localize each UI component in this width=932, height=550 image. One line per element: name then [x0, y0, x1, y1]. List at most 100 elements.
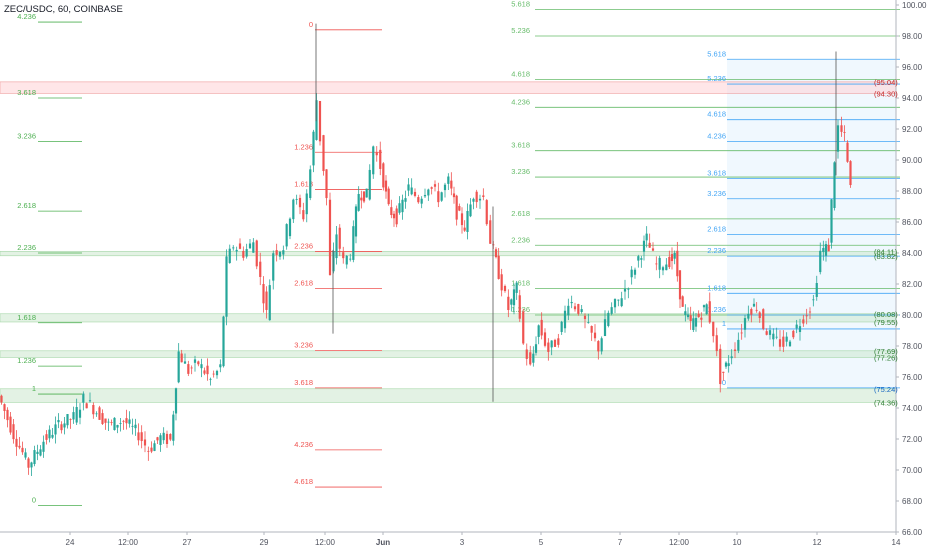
candle-body: [673, 252, 676, 259]
candle-body: [305, 193, 308, 215]
candle-body: [169, 434, 172, 440]
fib-level-label: 3.618: [707, 169, 726, 178]
candle-body: [255, 240, 258, 267]
candle-body: [375, 152, 378, 156]
candle-body: [719, 348, 722, 385]
candle-body: [472, 198, 475, 202]
candle-body: [580, 309, 583, 312]
fib-projection-area: [727, 59, 896, 388]
fib-level-label: 2.236: [511, 235, 530, 244]
candle-body: [665, 264, 668, 271]
candle-body: [737, 339, 740, 351]
candle-body: [692, 318, 695, 331]
candle-body: [694, 317, 698, 327]
candle-body: [190, 367, 193, 369]
fib-level-label: 0: [32, 496, 36, 505]
candle-body: [460, 213, 464, 226]
fib-level-label: 5.618: [707, 49, 726, 58]
candle-body: [197, 361, 200, 365]
candle-body: [85, 403, 88, 409]
candle-body: [603, 319, 607, 336]
candle-body: [668, 256, 671, 268]
candle-body: [537, 325, 540, 337]
candle-body: [525, 349, 528, 359]
candle-body: [433, 184, 437, 187]
candle-body: [147, 450, 150, 452]
candle-body: [427, 189, 430, 196]
candle-body: [66, 414, 69, 426]
candle-body: [655, 263, 658, 265]
candle-body: [42, 441, 45, 452]
candle-body: [372, 146, 375, 175]
candle-body: [577, 304, 580, 314]
candle-body: [600, 338, 603, 352]
candle-body: [335, 234, 338, 259]
fib-level-label: 5.236: [707, 74, 726, 83]
candle-body: [640, 258, 643, 260]
candle-body: [365, 188, 368, 198]
candle-body: [846, 142, 849, 162]
candle-body: [637, 256, 640, 261]
candle-body: [557, 338, 560, 345]
price-tag-label: (95.04): [874, 78, 898, 87]
support-zone: [0, 81, 897, 94]
fib-level-label: 1.236: [17, 356, 36, 365]
candle-body: [242, 250, 245, 258]
fib-level-label: 4.236: [17, 12, 36, 21]
candle-body: [9, 416, 12, 433]
time-tick-label: 10: [733, 538, 742, 547]
fib-level-label: 4.236: [707, 131, 726, 140]
candle-body: [150, 447, 153, 452]
candle-body: [345, 255, 348, 265]
candle-body: [309, 169, 312, 199]
candle-body: [775, 336, 778, 338]
candle-body: [681, 296, 684, 307]
candle-body: [522, 311, 525, 344]
candle-body: [404, 198, 407, 202]
candle-body: [315, 100, 318, 140]
candle-body: [824, 244, 828, 256]
candle-body: [534, 344, 538, 353]
candle-body: [593, 332, 597, 339]
candle-body: [232, 247, 235, 249]
candle-body: [88, 400, 92, 402]
candle-body: [140, 432, 143, 442]
candle-body: [440, 192, 443, 201]
candle-body: [623, 288, 627, 292]
candle-body: [222, 316, 225, 367]
candle-body: [292, 199, 295, 220]
candle-body: [430, 187, 433, 189]
candle-body: [165, 433, 169, 445]
candle-body: [540, 319, 543, 336]
candle-body: [510, 299, 513, 305]
candle-body: [128, 419, 131, 424]
candle-body: [63, 423, 66, 428]
price-tick-label: 84.00: [902, 249, 923, 258]
price-tick-label: 74.00: [902, 404, 923, 413]
time-tick-label: 12:00: [118, 538, 139, 547]
candle-body: [318, 100, 322, 142]
candle-body: [670, 254, 674, 262]
candle-body: [712, 321, 715, 337]
candle-body: [532, 353, 535, 363]
candle-body: [560, 321, 563, 332]
candle-body: [830, 199, 833, 243]
candle-body: [312, 131, 315, 166]
candle-body: [92, 404, 95, 415]
candle-body: [808, 311, 812, 313]
candle-body: [550, 340, 553, 348]
price-tick-label: 100.00: [902, 1, 927, 10]
candle-body: [443, 184, 447, 191]
candle-body: [45, 434, 48, 440]
candle-body: [18, 445, 21, 448]
candle-body: [259, 261, 262, 277]
candle-body: [193, 359, 197, 363]
candle-body: [354, 206, 358, 237]
candle-body: [379, 149, 382, 169]
candle-body: [715, 335, 718, 352]
candle-body: [782, 336, 785, 347]
candle-body: [95, 413, 98, 415]
fib-level-label: 2.236: [17, 243, 36, 252]
candle-body: [51, 434, 54, 438]
